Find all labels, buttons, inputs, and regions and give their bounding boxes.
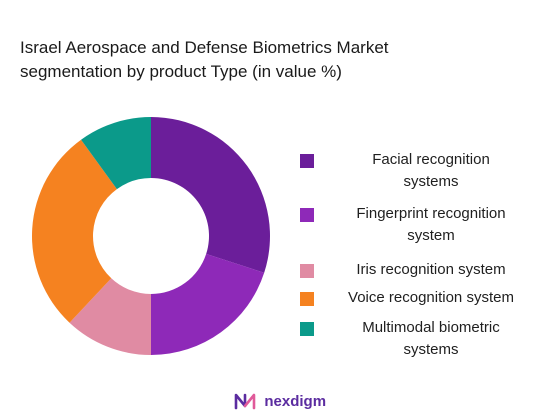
chart-title: Israel Aerospace and Defense Biometrics … [20, 36, 540, 84]
legend-label-line: Voice recognition system [348, 289, 514, 306]
legend-label: Multimodal biometric systems [320, 317, 542, 361]
legend-label: Voice recognition system [320, 287, 542, 309]
legend-label-line: Iris recognition system [356, 261, 506, 278]
donut-slice-3 [69, 278, 151, 355]
donut-slice-1 [151, 117, 270, 273]
legend-label: Iris recognition system [320, 259, 542, 281]
legend-label-line: Facial recognition [372, 151, 490, 168]
legend-label-line: systems [403, 341, 459, 358]
legend-item: Iris recognition system [300, 260, 550, 304]
nexdigm-logo-text: nexdigm [264, 392, 327, 410]
legend-swatch [300, 264, 314, 278]
legend-label-line: Multimodal biometric [362, 319, 500, 336]
legend-label-line: system [407, 227, 455, 244]
legend-swatch [300, 154, 314, 168]
legend-swatch [300, 322, 314, 336]
legend-label-line: Fingerprint recognition [356, 205, 506, 222]
nexdigm-logo: nexdigm [0, 392, 560, 416]
legend-label: Fingerprint recognition system [320, 203, 542, 247]
donut-slice-4 [31, 139, 117, 323]
legend-swatch [300, 292, 314, 306]
legend-item: Facial recognition systems [300, 150, 550, 194]
nexdigm-logo-icon [234, 393, 256, 410]
legend-item: Multimodal biometric systems [300, 318, 550, 362]
legend-label: Facial recognition systems [320, 149, 542, 193]
donut-slice-5 [81, 117, 151, 190]
legend-item: Voice recognition system [300, 288, 550, 332]
legend-label-line: systems [403, 173, 459, 190]
legend-swatch [300, 208, 314, 222]
donut-slice-2 [151, 253, 265, 355]
legend-item: Fingerprint recognition system [300, 204, 550, 248]
chart-title-line-1: Israel Aerospace and Defense Biometrics … [20, 38, 389, 57]
chart-title-line-2: segmentation by product Type (in value %… [20, 62, 342, 81]
